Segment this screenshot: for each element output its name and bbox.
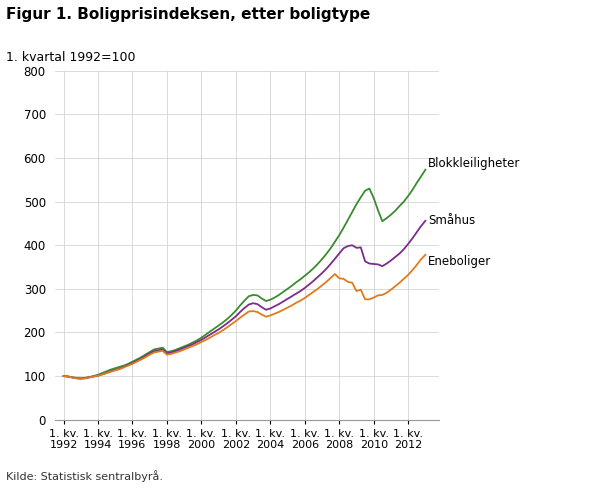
- Text: 1. kvartal 1992=100: 1. kvartal 1992=100: [6, 51, 135, 64]
- Text: Blokkleiligheter: Blokkleiligheter: [428, 157, 520, 170]
- Text: Figur 1. Boligprisindeksen, etter boligtype: Figur 1. Boligprisindeksen, etter boligt…: [6, 7, 370, 22]
- Text: Småhus: Småhus: [428, 214, 475, 227]
- Text: Eneboliger: Eneboliger: [428, 255, 491, 268]
- Text: Kilde: Statistisk sentralbyrå.: Kilde: Statistisk sentralbyrå.: [6, 470, 163, 482]
